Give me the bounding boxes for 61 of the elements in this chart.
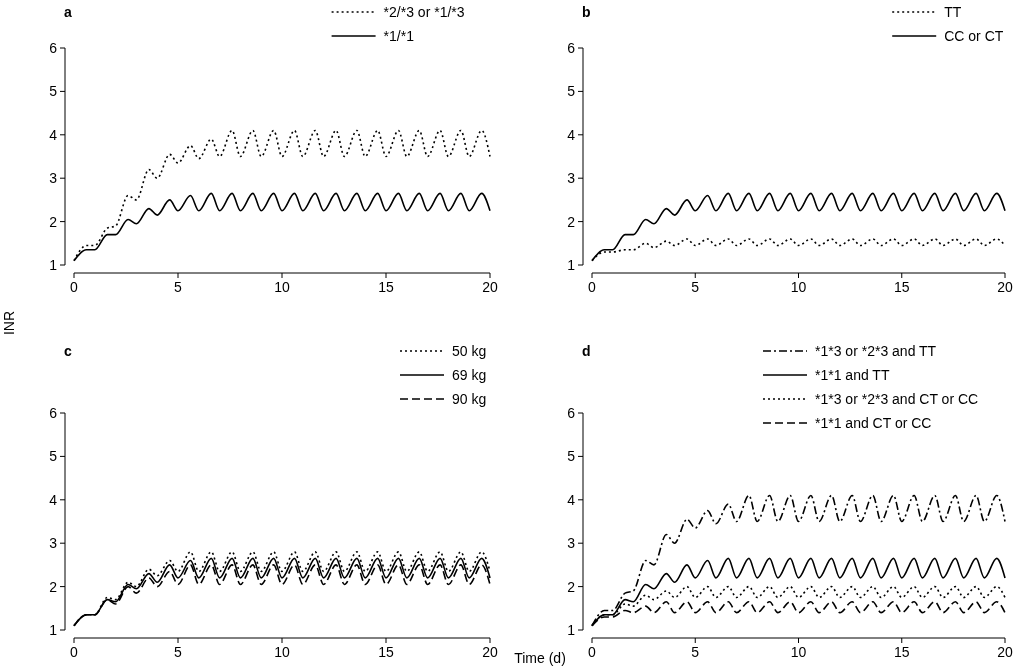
x-tick-label: 10 [790, 644, 807, 660]
y-tick-label: 2 [567, 213, 576, 230]
x-tick-label: 15 [378, 644, 394, 660]
legend-label: *2/*3 or *1/*3 [383, 3, 465, 20]
legend-label: *1*1 and CT or CC [815, 414, 932, 431]
y-tick-label: 2 [49, 213, 58, 230]
y-tick-label: 5 [49, 448, 58, 465]
y-tick-label: 6 [49, 39, 58, 56]
y-tick-label: 3 [567, 170, 576, 187]
x-tick-label: 10 [274, 279, 290, 295]
y-axis-title: INR [1, 310, 17, 336]
x-tick-label: 5 [174, 279, 183, 295]
x-tick-label: 20 [997, 644, 1013, 660]
legend-label: *1*3 or *2*3 and TT [815, 342, 937, 359]
x-tick-label: 10 [790, 279, 807, 295]
legend-label: CC or CT [944, 27, 1004, 44]
y-tick-label: 4 [567, 126, 576, 143]
legend-label: 90 kg [452, 390, 487, 407]
y-tick-label: 5 [567, 83, 576, 100]
y-tick-label: 5 [567, 448, 576, 465]
x-tick-label: 20 [997, 279, 1013, 295]
y-tick-label: 6 [567, 39, 576, 56]
x-tick-label: 0 [70, 644, 79, 660]
legend-label: *1*3 or *2*3 and CT or CC [815, 390, 979, 407]
y-tick-label: 2 [567, 578, 576, 595]
y-tick-label: 1 [49, 256, 58, 273]
legend-label: 50 kg [452, 342, 487, 359]
y-tick-label: 3 [49, 170, 58, 187]
x-tick-label: 5 [174, 644, 183, 660]
chart-title: c [64, 342, 72, 359]
x-tick-label: 15 [378, 279, 394, 295]
y-tick-label: 1 [567, 256, 576, 273]
y-tick-label: 4 [49, 126, 58, 143]
x-tick-label: 0 [70, 279, 79, 295]
x-tick-label: 5 [691, 644, 700, 660]
x-tick-label: 10 [274, 644, 290, 660]
y-tick-label: 4 [49, 491, 58, 508]
x-tick-label: 15 [893, 279, 910, 295]
legend-label: 69 kg [452, 366, 487, 383]
x-tick-label: 0 [588, 644, 597, 660]
x-tick-label: 20 [482, 644, 498, 660]
chart-title: a [64, 3, 72, 20]
x-tick-label: 5 [691, 279, 700, 295]
y-tick-label: 6 [567, 404, 576, 421]
x-axis-title: Time (d) [514, 650, 566, 666]
chart-title: d [582, 342, 591, 359]
x-tick-label: 0 [588, 279, 597, 295]
y-tick-label: 3 [49, 535, 58, 552]
legend-label: *1*1 and TT [815, 366, 890, 383]
y-tick-label: 3 [567, 535, 576, 552]
y-tick-label: 6 [49, 404, 58, 421]
x-tick-label: 20 [482, 279, 498, 295]
y-tick-label: 1 [49, 621, 58, 638]
y-tick-label: 2 [49, 578, 58, 595]
x-tick-label: 15 [893, 644, 910, 660]
legend-label: TT [944, 3, 962, 20]
legend-label: *1/*1 [383, 27, 415, 44]
y-tick-label: 5 [49, 83, 58, 100]
y-tick-label: 4 [567, 491, 576, 508]
chart-title: b [582, 3, 591, 20]
y-tick-label: 1 [567, 621, 576, 638]
